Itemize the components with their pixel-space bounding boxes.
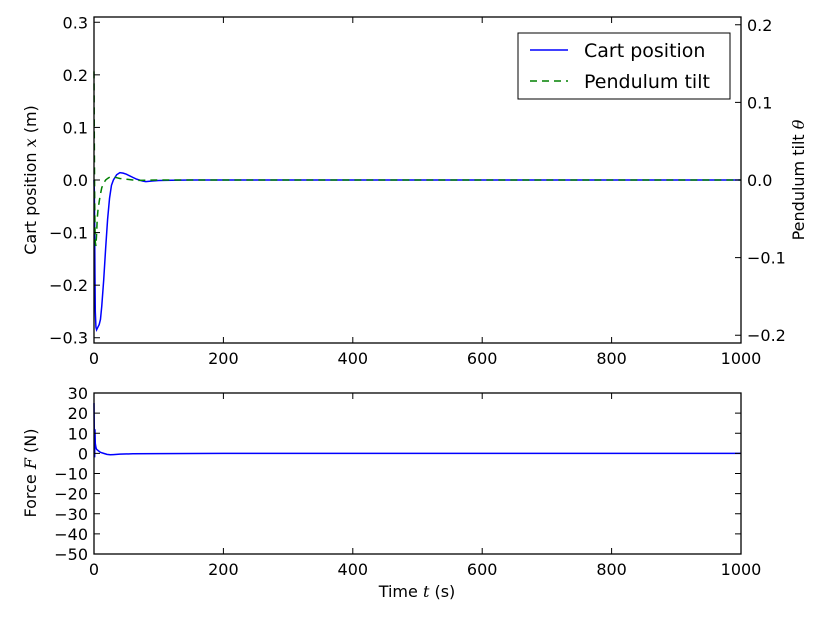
top-y2-tick-label: −0.2 (747, 326, 786, 345)
top-x-tick-label: 400 (338, 349, 369, 368)
legend: Cart position Pendulum tilt (517, 32, 731, 100)
top-y2-tick-label: −0.1 (747, 249, 786, 268)
bottom-y-tick-label: 30 (68, 384, 88, 403)
top-y-tick-label: 0.3 (63, 13, 88, 32)
top-y-tick-label: −0.1 (49, 224, 88, 243)
bottom-y-tick-label: −20 (54, 485, 88, 504)
top-y-tick-label: −0.2 (49, 276, 88, 295)
top-y2-tick-label: 0.2 (747, 16, 772, 35)
top-plot: 0 200 400 600 800 1000 −0.3−0.2−0.10.00.10.20… (21, 13, 808, 368)
top-x-tick-label: 1000 (721, 349, 762, 368)
bottom-y-tick-label: −30 (54, 505, 88, 524)
bottom-plot-frame (93, 392, 742, 555)
top-x-ticks: 0 200 400 600 800 1000 (89, 17, 761, 368)
legend-box (517, 32, 731, 100)
top-x-tick-label: 200 (208, 349, 239, 368)
bottom-series-lines (93, 403, 741, 458)
top-x-tick-label: 600 (467, 349, 498, 368)
top-x-tick-label: 0 (89, 349, 99, 368)
top-y2-tick-label: 0.0 (747, 171, 772, 190)
bottom-y-tick-label: −50 (54, 545, 88, 564)
bottom-y-axis-label: Force F (N) (21, 428, 40, 517)
top-y2-axis-label: Pendulum tilt θ (789, 119, 808, 240)
bottom-x-tick-label: 800 (596, 560, 627, 579)
top-y-tick-label: 0.0 (63, 171, 88, 190)
bottom-y-tick-label: 10 (68, 424, 88, 443)
bottom-y-tick-label: 0 (78, 444, 88, 463)
x-axis-label: Time t (s) (378, 582, 456, 601)
top-y-tick-label: 0.2 (63, 66, 88, 85)
top-series-lines (93, 71, 741, 333)
top-x-tick-label: 800 (596, 349, 627, 368)
legend-cart-position-label: Cart position (584, 40, 705, 62)
top-y-axis-label: Cart position x (m) (21, 105, 40, 255)
bottom-x-tick-label: 1000 (721, 560, 762, 579)
bottom-y-tick-label: −10 (54, 465, 88, 484)
top-y2-tick-label: 0.1 (747, 93, 772, 112)
bottom-x-tick-label: 600 (467, 560, 498, 579)
top-y-ticks: −0.3 −0.2 −0.1 0.0 0.1 0.2 0.3 (49, 13, 100, 348)
bottom-x-tick-label: 400 (338, 560, 369, 579)
force-line (93, 403, 741, 458)
legend-pendulum-tilt-label: Pendulum tilt (584, 71, 710, 93)
top-y2-ticks: −0.2 −0.1 0.0 0.1 0.2 (735, 16, 786, 345)
cart-position-line (93, 171, 741, 333)
bottom-x-tick-label: 0 (89, 560, 99, 579)
top-y-tick-label: −0.3 (49, 329, 88, 348)
bottom-y-tick-label: 20 (68, 404, 88, 423)
pendulum-tilt-line (93, 71, 741, 247)
top-y-tick-label: 0.1 (63, 118, 88, 137)
bottom-plot: 0 200 400 600 800 1000 −50−40−30−20−100102030… (21, 384, 761, 601)
bottom-x-ticks: 0 200 400 600 800 1000 (89, 393, 761, 579)
bottom-y-tick-label: −40 (54, 525, 88, 544)
bottom-x-tick-label: 200 (208, 560, 239, 579)
